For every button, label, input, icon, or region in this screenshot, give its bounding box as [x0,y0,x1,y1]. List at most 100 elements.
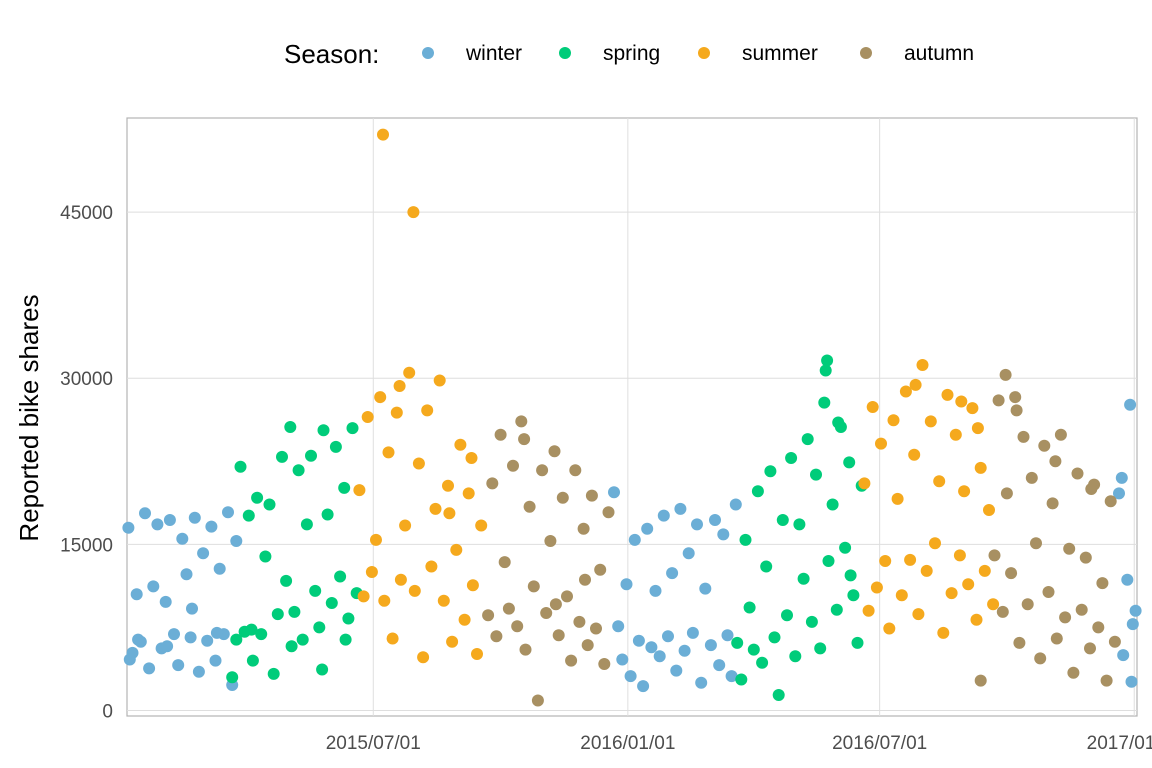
point-winter [186,602,198,615]
point-winter [213,562,226,575]
point-winter [678,644,691,657]
point-autumn [556,491,569,504]
point-winter [713,659,726,672]
point-summer [908,448,921,461]
point-autumn [569,464,582,477]
point-autumn [1034,652,1047,665]
point-winter [1129,604,1142,617]
point-winter [172,659,185,672]
series-summer [353,128,1000,664]
y-tick-label: 0 [102,701,113,722]
point-autumn [1100,674,1113,687]
point-summer [883,622,896,635]
point-autumn [515,415,528,428]
legend-entry-winter: winter [422,42,522,65]
point-autumn [1067,666,1080,679]
point-spring [785,452,798,464]
y-tick-label: 15000 [60,535,113,556]
point-spring [276,450,288,463]
point-autumn [482,609,495,622]
point-autumn [1009,391,1022,404]
point-autumn [996,605,1009,618]
point-autumn [581,639,594,652]
point-winter [161,640,174,653]
legend-entry-autumn: autumn [860,42,974,65]
point-spring [230,633,243,646]
point-spring [284,421,297,433]
point-spring [317,424,330,437]
point-spring [245,623,258,636]
point-spring [292,464,305,477]
legend-label-autumn: autumn [904,42,974,65]
point-autumn [1054,428,1067,441]
point-autumn [585,489,598,502]
point-autumn [1017,430,1030,443]
point-winter [695,676,708,689]
point-spring [300,518,313,531]
point-summer [471,648,483,660]
point-spring [797,572,810,585]
point-winter [151,518,164,531]
point-spring [826,498,839,511]
point-autumn [507,459,519,472]
point-spring [334,570,347,583]
point-autumn [540,607,553,619]
point-winter [188,511,201,524]
point-summer [958,485,971,498]
point-autumn [544,535,557,547]
point-winter [159,595,172,608]
point-winter [612,620,625,633]
point-spring [296,633,309,646]
plot-panel [126,117,1138,717]
point-autumn [494,428,507,441]
point-spring [822,555,835,567]
point-winter [147,580,160,593]
point-summer [399,519,412,532]
point-summer [429,502,442,515]
point-autumn [594,563,607,576]
point-autumn [573,615,586,628]
point-summer [949,428,962,441]
point-spring [830,603,843,616]
point-autumn [549,598,562,611]
point-winter [205,520,218,533]
point-autumn [518,433,531,446]
point-summer [443,507,456,520]
point-spring [747,643,760,656]
point-summer [895,589,908,602]
point-autumn [1010,404,1023,417]
point-autumn [999,368,1012,381]
point-winter [717,528,730,541]
point-autumn [490,630,503,643]
point-summer [446,635,459,648]
point-spring [843,456,856,469]
legend-label-spring: spring [603,42,660,65]
point-spring [263,498,276,511]
point-winter [1124,398,1137,411]
point-winter [662,630,674,643]
point-spring [316,663,329,676]
point-spring [739,533,752,546]
y-tick-label: 30000 [60,369,113,390]
point-winter [230,535,243,547]
point-summer [408,584,421,597]
point-spring [832,416,845,429]
legend-key-spring [559,47,571,59]
point-spring [259,550,272,563]
point-summer [437,594,450,607]
point-spring [271,608,284,621]
point-spring [810,468,822,481]
x-tick-label: 2016/07/01 [832,733,927,754]
point-autumn [552,629,565,642]
point-autumn [1046,497,1059,510]
point-winter [184,631,197,644]
point-summer [866,401,879,413]
y-axis-title: Reported bike shares [14,294,44,541]
legend-title: Season: [284,39,379,69]
point-autumn [1030,537,1042,550]
point-winter [616,653,629,666]
point-winter [670,664,683,677]
point-spring [851,636,864,649]
point-autumn [1005,567,1018,580]
point-winter [653,650,666,663]
